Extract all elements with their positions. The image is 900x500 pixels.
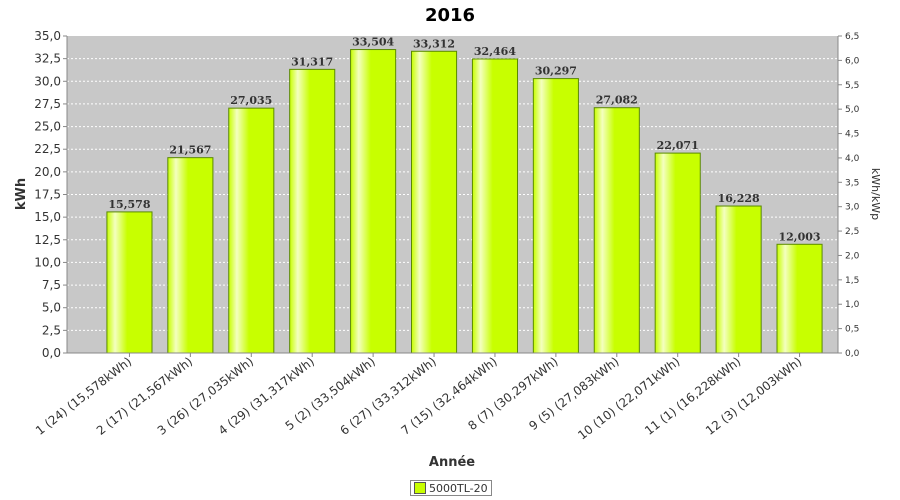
y2-tick-label: 1,5 [845, 276, 859, 286]
x-axis-label: Année [429, 455, 475, 470]
bar-value-label: 32,464 [474, 45, 516, 58]
y-tick-label: 30,0 [34, 74, 61, 88]
bar-value-label: 31,317 [291, 55, 333, 68]
y-tick-label: 5,0 [42, 301, 61, 315]
y-tick-label: 10,0 [34, 255, 61, 269]
y2-tick-label: 4,5 [845, 130, 859, 140]
bar [471, 58, 518, 354]
y-axis-label: kWh [14, 178, 29, 210]
bar-value-label: 27,035 [230, 94, 272, 107]
legend-swatch [414, 482, 426, 494]
bar [289, 68, 336, 354]
bar [715, 205, 762, 354]
y-tick-label: 2,5 [42, 323, 61, 337]
bar-value-label: 27,082 [596, 94, 638, 107]
bar [228, 107, 275, 354]
y-tick-label: 7,5 [42, 278, 61, 292]
bar [350, 49, 397, 354]
bar [593, 107, 640, 354]
x-tick-label: 1 (24) (15,578kWh) [33, 354, 134, 437]
bar-value-label: 16,228 [718, 192, 760, 205]
bar-value-label: 33,312 [413, 37, 455, 50]
y2-tick-label: 3,0 [845, 203, 860, 213]
y2-tick-label: 6,0 [845, 56, 860, 66]
legend: 5000TL-20 [410, 480, 492, 496]
bars: 15,578 21,567 27,035 31,317 33,504 33,312 32,4… [106, 36, 823, 354]
y2-tick-label: 4,0 [845, 154, 860, 164]
bar-value-label: 30,297 [535, 65, 577, 78]
y-tick-label: 0,0 [42, 346, 61, 360]
legend-label: 5000TL-20 [429, 481, 488, 495]
y-tick-label: 27,5 [34, 97, 61, 111]
bar [411, 50, 458, 354]
bar [654, 152, 701, 354]
x-tick-label: 10 (10) (22,071kWh) [575, 354, 682, 442]
bar-value-label: 33,504 [352, 36, 394, 49]
y-tick-label: 22,5 [34, 142, 61, 156]
bar-value-label: 21,567 [169, 144, 211, 157]
y2-tick-label: 2,0 [845, 251, 860, 261]
y-tick-label: 17,5 [34, 188, 61, 202]
bar [167, 157, 214, 354]
y2-tick-label: 0,0 [845, 349, 860, 359]
y-tick-label: 32,5 [34, 52, 61, 66]
y2-tick-label: 3,5 [845, 178, 859, 188]
y2-tick-label: 0,5 [845, 325, 859, 335]
bar-value-label: 22,071 [657, 139, 699, 152]
bar [532, 78, 579, 354]
y-tick-label: 20,0 [34, 165, 61, 179]
y-tick-label: 35,0 [34, 29, 61, 43]
y2-tick-label: 2,5 [845, 227, 859, 237]
y2-tick-label: 5,0 [845, 105, 860, 115]
bar [776, 243, 823, 354]
chart-title: 2016 [425, 5, 475, 26]
bar [106, 211, 153, 354]
bar-value-label: 15,578 [108, 198, 150, 211]
y2-tick-label: 5,5 [845, 81, 859, 91]
y-tick-label: 15,0 [34, 210, 61, 224]
y2-tick-label: 1,0 [845, 300, 860, 310]
y2-axis-label: kWh/kWp [869, 168, 882, 220]
y-tick-label: 25,0 [34, 120, 61, 134]
bar-value-label: 12,003 [778, 230, 820, 243]
y2-tick-label: 6,5 [845, 32, 859, 42]
y-tick-label: 12,5 [34, 233, 61, 247]
